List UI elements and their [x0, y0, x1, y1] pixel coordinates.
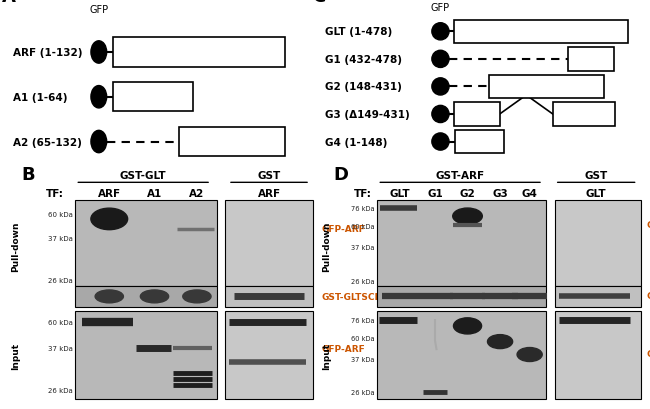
- Text: G1: G1: [427, 189, 443, 199]
- Text: C: C: [313, 0, 326, 7]
- Text: A2: A2: [189, 189, 205, 199]
- Ellipse shape: [453, 209, 482, 225]
- Text: GFP-GLTSCR2: GFP-GLTSCR2: [647, 220, 650, 229]
- Bar: [568, 48, 614, 72]
- Bar: [75, 286, 216, 308]
- Ellipse shape: [95, 290, 124, 303]
- Bar: [554, 286, 640, 308]
- Ellipse shape: [432, 106, 449, 123]
- Text: GST: GST: [257, 171, 281, 181]
- Bar: [554, 312, 640, 399]
- Text: GFP: GFP: [89, 5, 109, 15]
- Ellipse shape: [432, 51, 449, 68]
- Text: G4: G4: [522, 189, 538, 199]
- Text: Pull-down: Pull-down: [322, 221, 332, 272]
- Text: GLT: GLT: [389, 189, 410, 199]
- Bar: [179, 128, 285, 157]
- Text: TF:: TF:: [46, 189, 64, 199]
- Text: GFP-ARF: GFP-ARF: [321, 225, 365, 234]
- Bar: [377, 312, 546, 399]
- Text: GLT: GLT: [586, 189, 606, 199]
- Text: A: A: [1, 0, 16, 7]
- Text: GST-GLTSCR2: GST-GLTSCR2: [321, 292, 388, 301]
- Text: GLT (1-478): GLT (1-478): [325, 27, 392, 37]
- Ellipse shape: [488, 335, 513, 349]
- Bar: [225, 286, 313, 308]
- Text: G1 (432-478): G1 (432-478): [325, 55, 402, 65]
- Ellipse shape: [432, 24, 449, 41]
- Text: 26 kDa: 26 kDa: [351, 279, 374, 285]
- Text: A1 (1-64): A1 (1-64): [13, 92, 68, 103]
- Text: ARF (1-132): ARF (1-132): [13, 48, 83, 58]
- Ellipse shape: [91, 86, 107, 109]
- Text: GFP-ARF: GFP-ARF: [321, 344, 365, 353]
- Bar: [225, 312, 313, 399]
- Bar: [554, 200, 640, 286]
- Text: Input: Input: [12, 342, 20, 369]
- Bar: [377, 200, 546, 286]
- Text: G2 (148-431): G2 (148-431): [325, 82, 402, 92]
- Ellipse shape: [91, 42, 107, 64]
- Bar: [456, 130, 504, 154]
- Text: TF:: TF:: [354, 189, 372, 199]
- Bar: [377, 286, 546, 308]
- Bar: [75, 200, 216, 286]
- Ellipse shape: [91, 209, 127, 230]
- Bar: [113, 83, 193, 112]
- Text: 76 kDa: 76 kDa: [351, 206, 374, 211]
- Ellipse shape: [91, 131, 107, 153]
- Text: B: B: [21, 166, 35, 184]
- Text: Pull-down: Pull-down: [12, 221, 20, 272]
- Text: 37 kDa: 37 kDa: [351, 244, 374, 250]
- Ellipse shape: [183, 290, 211, 303]
- Text: GST: GST: [584, 171, 608, 181]
- Text: A1: A1: [147, 189, 162, 199]
- Bar: [75, 312, 216, 399]
- Text: 37 kDa: 37 kDa: [47, 345, 73, 351]
- Ellipse shape: [517, 348, 542, 362]
- Bar: [454, 21, 628, 44]
- Text: 60 kDa: 60 kDa: [47, 319, 73, 326]
- Text: ARF: ARF: [98, 189, 121, 199]
- Text: 37 kDa: 37 kDa: [47, 236, 73, 242]
- Bar: [454, 103, 500, 126]
- Text: GST-ARF: GST-ARF: [436, 171, 485, 181]
- Text: A2 (65-132): A2 (65-132): [13, 137, 82, 147]
- Text: 60 kDa: 60 kDa: [351, 335, 374, 342]
- Bar: [225, 200, 313, 286]
- Text: 37 kDa: 37 kDa: [351, 356, 374, 362]
- Bar: [113, 38, 285, 67]
- Ellipse shape: [454, 318, 482, 334]
- Text: GFP: GFP: [431, 3, 450, 13]
- Text: Input: Input: [322, 342, 332, 369]
- Text: 60 kDa: 60 kDa: [47, 211, 73, 217]
- Text: 76 kDa: 76 kDa: [351, 317, 374, 323]
- Text: G3: G3: [492, 189, 508, 199]
- Text: 26 kDa: 26 kDa: [47, 387, 73, 393]
- Bar: [552, 103, 615, 126]
- Text: G3 (Δ149-431): G3 (Δ149-431): [325, 110, 410, 120]
- Ellipse shape: [432, 79, 449, 96]
- Ellipse shape: [140, 290, 168, 303]
- Text: GST-GLT: GST-GLT: [120, 171, 166, 181]
- Text: GST-ARF: GST-ARF: [647, 292, 650, 301]
- Text: ARF: ARF: [257, 189, 281, 199]
- Bar: [489, 76, 604, 99]
- Text: 26 kDa: 26 kDa: [351, 389, 374, 395]
- Text: 60 kDa: 60 kDa: [351, 224, 374, 230]
- Ellipse shape: [432, 134, 449, 151]
- Text: G4 (1-148): G4 (1-148): [325, 137, 387, 147]
- Text: G2: G2: [460, 189, 475, 199]
- Text: D: D: [333, 166, 348, 184]
- Text: GFP-GLTSCR2: GFP-GLTSCR2: [647, 349, 650, 358]
- Text: 26 kDa: 26 kDa: [47, 278, 73, 283]
